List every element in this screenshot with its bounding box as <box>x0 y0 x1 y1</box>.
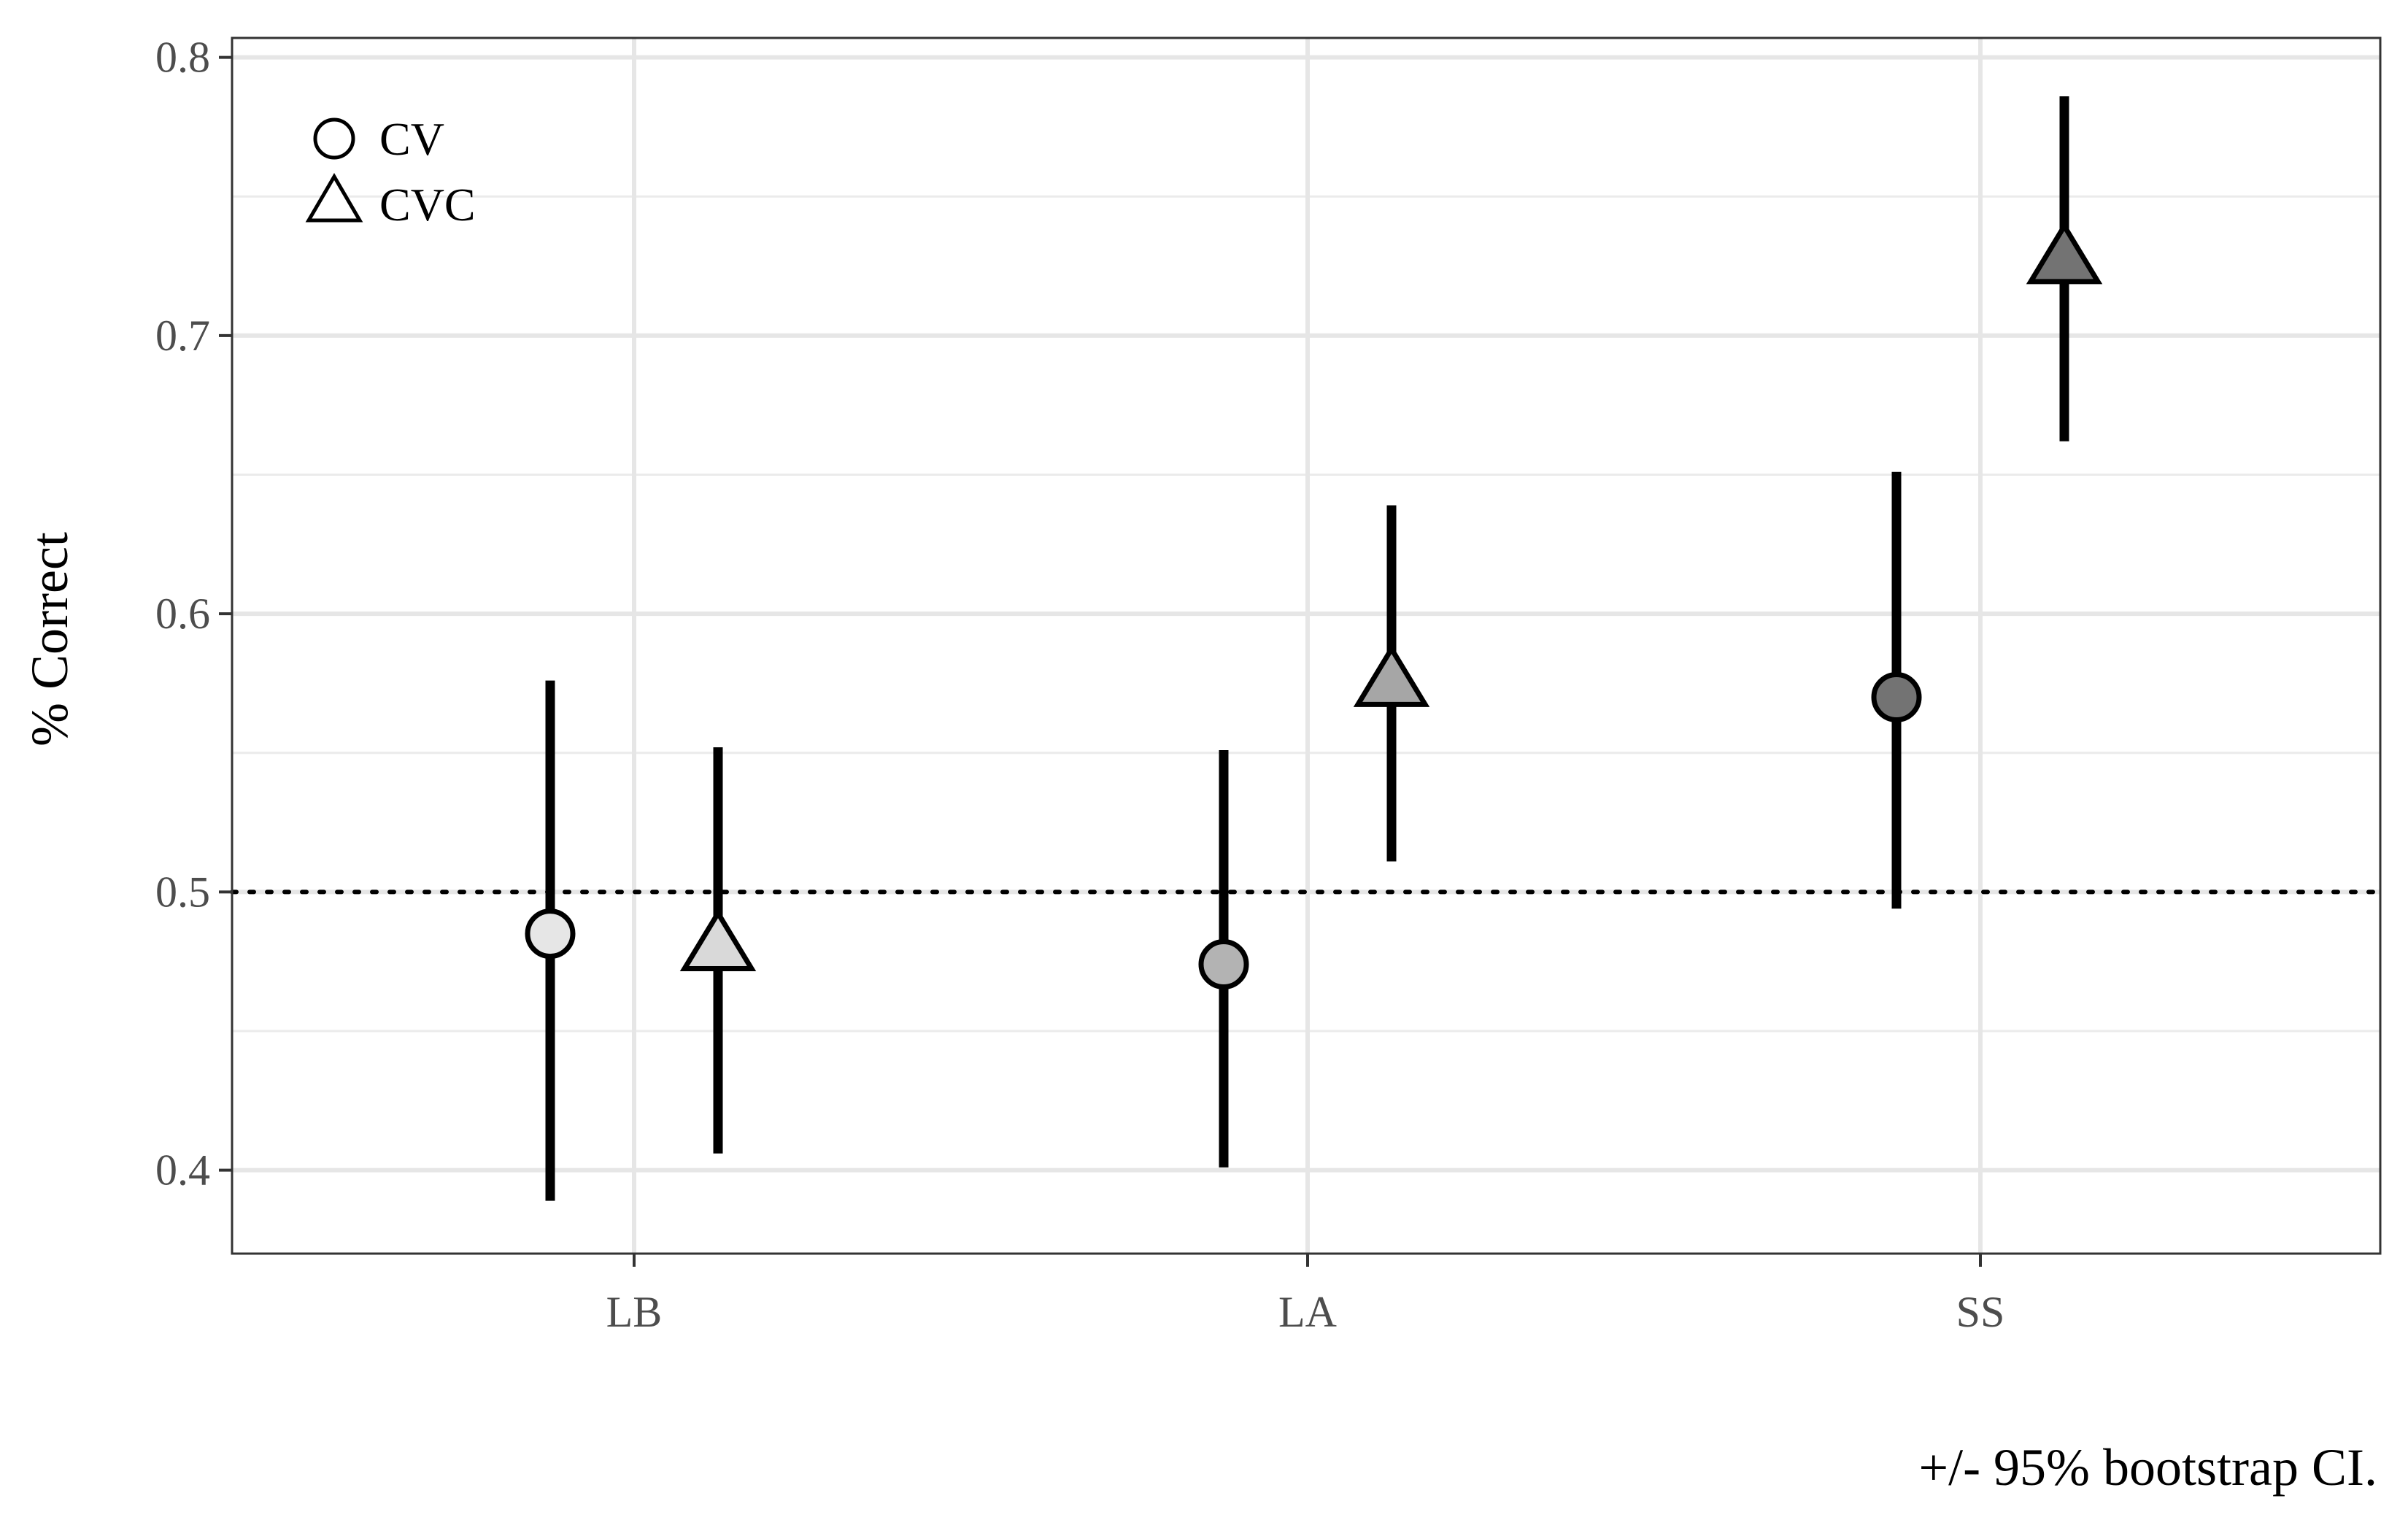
point-cv-ss <box>1871 672 1922 723</box>
y-tick-label-4: 0.8 <box>155 34 210 82</box>
y-tick-label-1: 0.5 <box>155 868 210 916</box>
chart-caption: +/- 95% bootstrap CI. <box>1918 1438 2377 1497</box>
point-cvc-la <box>1353 644 1430 707</box>
legend: CV CVC <box>305 113 476 231</box>
y-tick-label-3: 0.7 <box>155 312 210 360</box>
point-cvc-lb <box>679 908 757 972</box>
x-tick-label-lb: LB <box>606 1288 663 1336</box>
legend-cv-label: CV <box>379 113 444 165</box>
point-cv-lb <box>525 908 576 960</box>
grid-lines <box>232 38 2380 1254</box>
x-tick-label-ss: SS <box>1956 1288 2005 1336</box>
y-axis-title: % Correct <box>20 532 79 746</box>
x-tick-label-la: LA <box>1278 1288 1337 1336</box>
legend-cv-marker <box>313 117 355 160</box>
x-axis-ticks: LB LA SS <box>606 1254 2005 1336</box>
legend-cvc-marker <box>305 173 363 223</box>
y-axis-ticks: 0.4 0.5 0.6 0.7 0.8 <box>155 34 232 1195</box>
y-tick-label-2: 0.6 <box>155 590 210 638</box>
point-cv-la <box>1198 939 1249 990</box>
legend-cvc-label: CVC <box>379 179 476 231</box>
data-markers <box>525 221 2103 990</box>
y-tick-label-0: 0.4 <box>155 1146 210 1195</box>
point-cvc-ss <box>2026 221 2103 285</box>
